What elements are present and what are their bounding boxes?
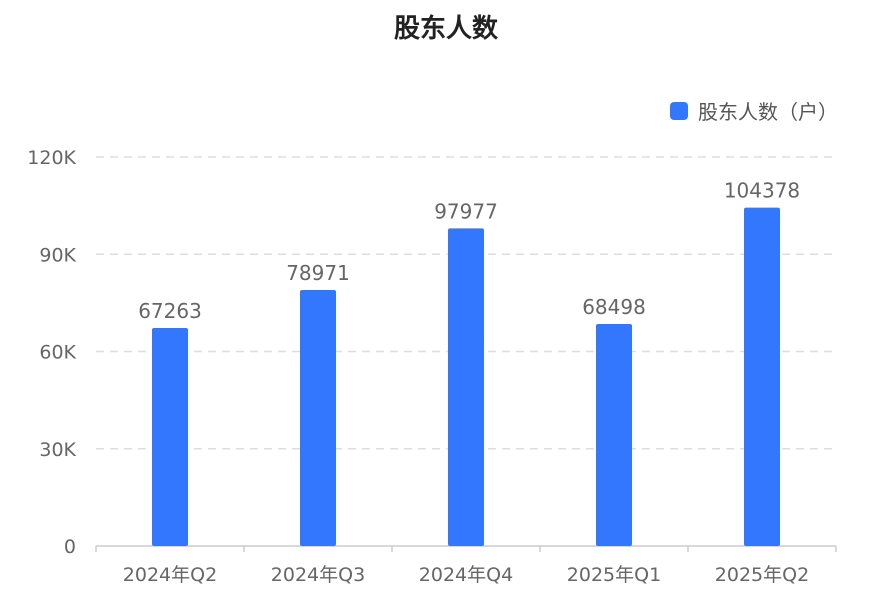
bar [744,207,780,547]
y-tick-label: 0 [64,536,76,558]
y-tick-label: 30K [39,439,76,461]
y-tick-label: 60K [39,342,76,364]
bar [152,327,188,546]
x-tick-label: 2024年Q3 [271,564,365,586]
chart-title: 股东人数 [393,14,498,44]
x-tick-label: 2024年Q4 [419,564,513,586]
data-label: 78971 [286,261,350,285]
x-tick-label: 2025年Q2 [715,564,809,586]
legend: 股东人数（户） [670,96,838,125]
legend-label: 股东人数（户） [698,100,838,124]
y-tick-label: 90K [39,244,76,266]
bar [596,323,632,546]
data-label: 104378 [724,179,800,203]
legend-swatch [670,101,688,120]
x-tick-label: 2024年Q2 [123,564,217,586]
data-label: 67263 [138,299,202,323]
bar [300,290,336,546]
data-label: 68498 [582,295,646,319]
data-label: 97977 [434,199,498,223]
x-tick-label: 2025年Q1 [567,564,661,586]
bar [448,228,484,546]
y-tick-label: 120K [27,147,76,169]
